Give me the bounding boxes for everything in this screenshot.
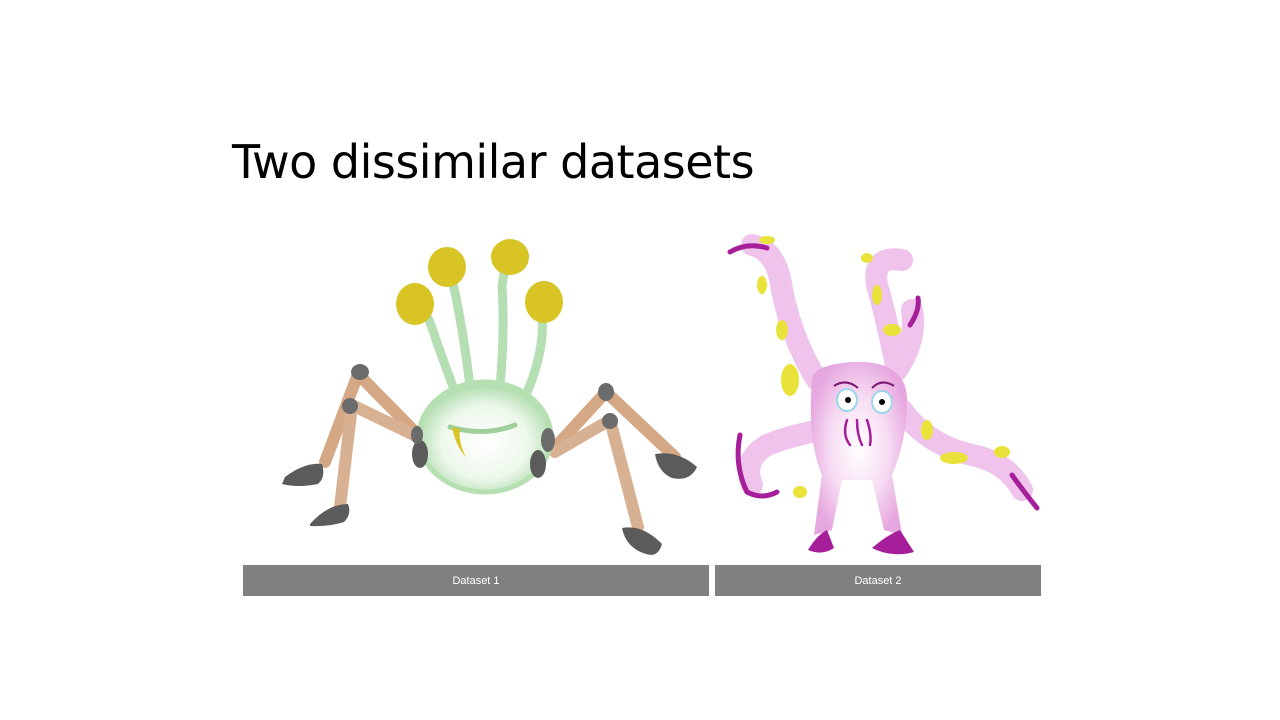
creature-body [416, 379, 554, 495]
octopus-creature-icon [727, 234, 1040, 555]
foot-right [872, 530, 914, 555]
leg-front-left [310, 398, 424, 527]
leg-back-right [554, 383, 697, 479]
eye-1 [396, 283, 434, 325]
leg-front-right [549, 413, 662, 555]
eye-4 [525, 281, 563, 323]
creature-body-2 [810, 361, 907, 535]
slide-title: Two dissimilar datasets [232, 135, 755, 189]
eye-3 [491, 239, 529, 275]
leg-back-left [282, 364, 426, 486]
eye-2 [428, 247, 466, 287]
tentacle-accents [727, 243, 1040, 511]
dataset-1-caption: Dataset 1 [243, 565, 709, 596]
spider-creature-icon [282, 239, 697, 555]
foot-left [808, 530, 834, 553]
face [833, 381, 895, 447]
spots [757, 236, 1010, 498]
dataset-2-caption: Dataset 2 [715, 565, 1041, 596]
